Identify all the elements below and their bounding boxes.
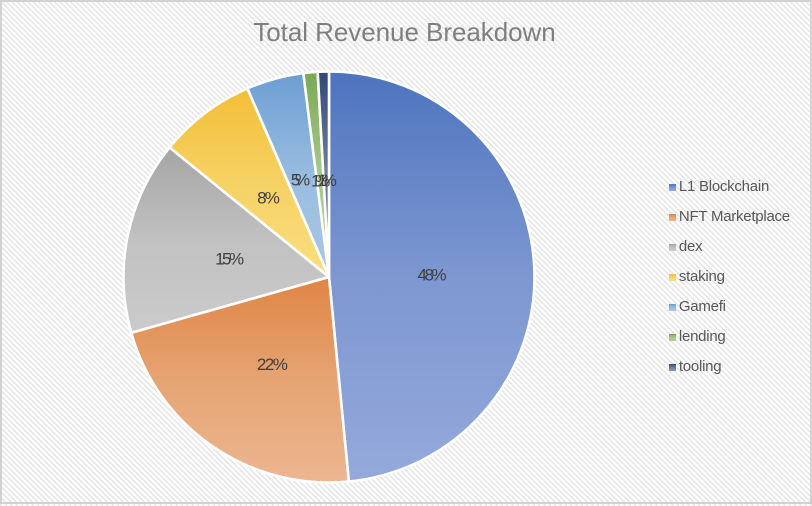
svg-text:22%: 22% <box>257 355 288 374</box>
svg-text:1%: 1% <box>311 171 330 190</box>
svg-text:5%: 5% <box>291 170 310 189</box>
svg-text:48%: 48% <box>418 266 447 285</box>
svg-text:8%: 8% <box>257 188 280 207</box>
svg-text:1%: 1% <box>318 171 337 190</box>
svg-text:15%: 15% <box>215 249 244 268</box>
